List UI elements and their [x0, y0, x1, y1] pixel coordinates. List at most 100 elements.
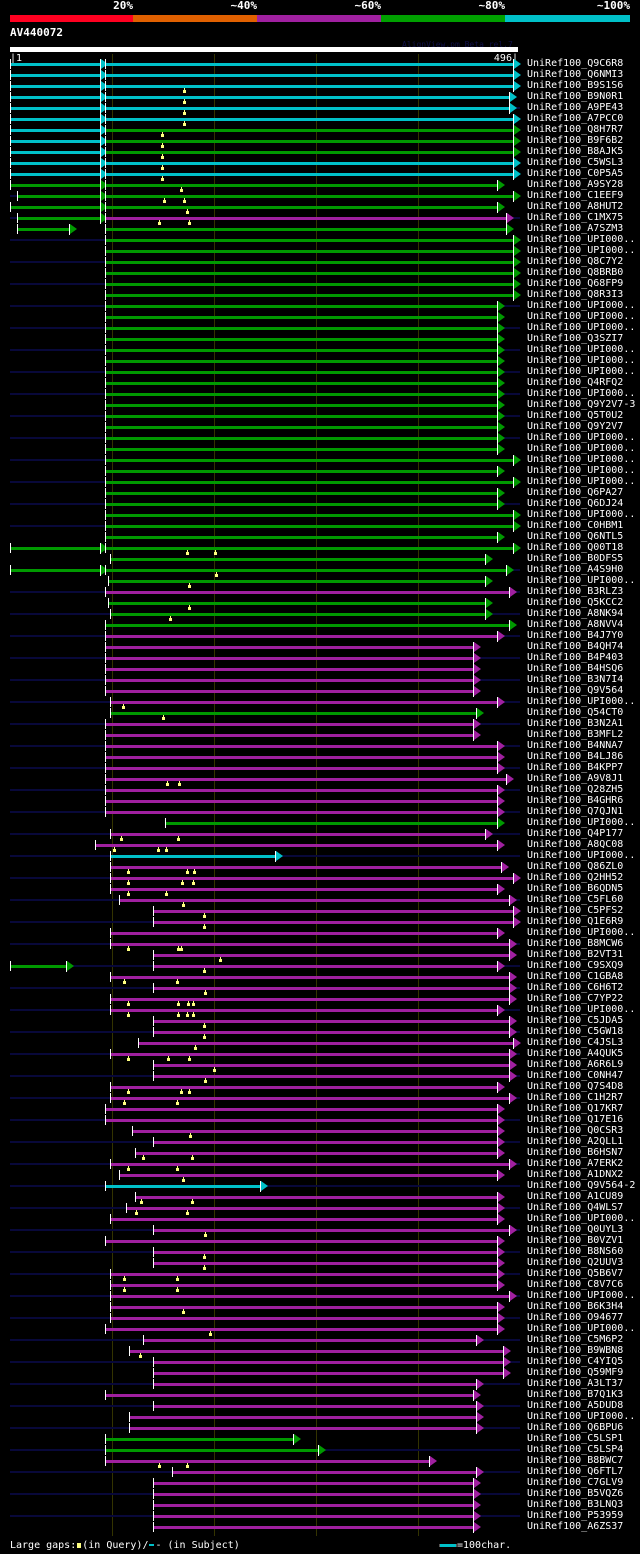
subject-label[interactable]: UniRef100_UPI000.. — [527, 454, 636, 465]
subject-label[interactable]: UniRef100_UPI000.. — [527, 1290, 636, 1301]
subject-label[interactable]: UniRef100_C4YIQ5 — [527, 1356, 624, 1367]
subject-label[interactable]: UniRef100_B4LJ86 — [527, 751, 624, 762]
subject-label[interactable]: UniRef100_B3MFL2 — [527, 729, 624, 740]
subject-label[interactable]: UniRef100_A9SY28 — [527, 179, 624, 190]
subject-label[interactable]: UniRef100_UPI000.. — [527, 234, 636, 245]
subject-label[interactable]: UniRef100_Q6FTL7 — [527, 1466, 624, 1477]
subject-label[interactable]: UniRef100_Q2UUV3 — [527, 1257, 624, 1268]
subject-label[interactable]: UniRef100_C5WSL3 — [527, 157, 624, 168]
subject-label[interactable]: UniRef100_UPI000.. — [527, 311, 636, 322]
subject-label[interactable]: UniRef100_C5M6P2 — [527, 1334, 624, 1345]
subject-label[interactable]: UniRef100_B6HSN7 — [527, 1147, 624, 1158]
subject-label[interactable]: UniRef100_B4P403 — [527, 652, 624, 663]
subject-label[interactable]: UniRef100_Q2HH52 — [527, 872, 624, 883]
subject-label[interactable]: UniRef100_C0NH47 — [527, 1070, 624, 1081]
subject-label[interactable]: UniRef100_Q0UYL3 — [527, 1224, 624, 1235]
subject-label[interactable]: UniRef100_Q9C6R8 — [527, 58, 624, 69]
subject-label[interactable]: UniRef100_B2VT31 — [527, 949, 624, 960]
subject-label[interactable]: UniRef100_Q9V564 — [527, 685, 624, 696]
subject-label[interactable]: UniRef100_A8HUT2 — [527, 201, 624, 212]
subject-label[interactable]: UniRef100_UPI000.. — [527, 1213, 636, 1224]
subject-label[interactable]: UniRef100_C1GBA8 — [527, 971, 624, 982]
subject-label[interactable]: UniRef100_B4QH74 — [527, 641, 624, 652]
subject-label[interactable]: UniRef100_Q1E6R9 — [527, 916, 624, 927]
subject-label[interactable]: UniRef100_Q4P177 — [527, 828, 624, 839]
subject-label[interactable]: UniRef100_C5JDA5 — [527, 1015, 624, 1026]
subject-label[interactable]: UniRef100_A3LT37 — [527, 1378, 624, 1389]
subject-label[interactable]: UniRef100_UPI000.. — [527, 465, 636, 476]
subject-label[interactable]: UniRef100_C7YP22 — [527, 993, 624, 1004]
subject-label[interactable]: UniRef100_B4NNA7 — [527, 740, 624, 751]
subject-label[interactable]: UniRef100_A9V8J1 — [527, 773, 624, 784]
subject-label[interactable]: UniRef100_Q4WLS7 — [527, 1202, 624, 1213]
subject-label[interactable]: UniRef100_B8MCW6 — [527, 938, 624, 949]
subject-label[interactable]: UniRef100_Q0CSR3 — [527, 1125, 624, 1136]
subject-label[interactable]: UniRef100_B0DFS5 — [527, 553, 624, 564]
subject-label[interactable]: UniRef100_Q59MF9 — [527, 1367, 624, 1378]
subject-label[interactable]: UniRef100_UPI000.. — [527, 817, 636, 828]
subject-label[interactable]: UniRef100_UPI000.. — [527, 476, 636, 487]
subject-label[interactable]: UniRef100_A4S9H0 — [527, 564, 624, 575]
subject-label[interactable]: UniRef100_Q6BPU6 — [527, 1422, 624, 1433]
subject-label[interactable]: UniRef100_Q5B6V7 — [527, 1268, 624, 1279]
subject-label[interactable]: UniRef100_Q9V564-2 — [527, 1180, 636, 1191]
subject-label[interactable]: UniRef100_A5DUD8 — [527, 1400, 624, 1411]
subject-label[interactable]: UniRef100_Q6DJ24 — [527, 498, 624, 509]
subject-label[interactable]: UniRef100_C6H6T2 — [527, 982, 624, 993]
subject-label[interactable]: UniRef100_B8NS60 — [527, 1246, 624, 1257]
subject-label[interactable]: UniRef100_Q17E16 — [527, 1114, 624, 1125]
subject-label[interactable]: UniRef100_Q7S4D8 — [527, 1081, 624, 1092]
subject-label[interactable]: UniRef100_B3N7I4 — [527, 674, 624, 685]
subject-label[interactable]: UniRef100_Q6PA27 — [527, 487, 624, 498]
subject-label[interactable]: UniRef100_A8NK94 — [527, 608, 624, 619]
subject-label[interactable]: UniRef100_A6R6L9 — [527, 1059, 624, 1070]
subject-label[interactable]: UniRef100_B4HSQ6 — [527, 663, 624, 674]
subject-label[interactable]: UniRef100_B9F6B2 — [527, 135, 624, 146]
subject-label[interactable]: UniRef100_UPI000.. — [527, 850, 636, 861]
subject-label[interactable]: UniRef100_UPI000.. — [527, 366, 636, 377]
subject-label[interactable]: UniRef100_UPI000.. — [527, 696, 636, 707]
subject-label[interactable]: UniRef100_B4KPP7 — [527, 762, 624, 773]
subject-label[interactable]: UniRef100_C7GLV9 — [527, 1477, 624, 1488]
subject-label[interactable]: UniRef100_B8AJK5 — [527, 146, 624, 157]
subject-label[interactable]: UniRef100_UPI000.. — [527, 344, 636, 355]
subject-label[interactable]: UniRef100_B7Q1K3 — [527, 1389, 624, 1400]
subject-label[interactable]: UniRef100_A7PCC0 — [527, 113, 624, 124]
subject-label[interactable]: UniRef100_C1EEF9 — [527, 190, 624, 201]
subject-label[interactable]: UniRef100_C5LSP1 — [527, 1433, 624, 1444]
subject-label[interactable]: UniRef100_Q28ZH5 — [527, 784, 624, 795]
subject-label[interactable]: UniRef100_C5PFS2 — [527, 905, 624, 916]
subject-label[interactable]: UniRef100_UPI000.. — [527, 1004, 636, 1015]
subject-label[interactable]: UniRef100_Q3SZI7 — [527, 333, 624, 344]
subject-label[interactable]: UniRef100_B6QDN5 — [527, 883, 624, 894]
subject-label[interactable]: UniRef100_Q17KR7 — [527, 1103, 624, 1114]
subject-label[interactable]: UniRef100_Q7QJN1 — [527, 806, 624, 817]
subject-label[interactable]: UniRef100_UPI000.. — [527, 355, 636, 366]
subject-label[interactable]: UniRef100_B9N0R1 — [527, 91, 624, 102]
subject-label[interactable]: UniRef100_C8V7C6 — [527, 1279, 624, 1290]
subject-label[interactable]: UniRef100_A6ZS37 — [527, 1521, 624, 1532]
subject-label[interactable]: UniRef100_UPI000.. — [527, 927, 636, 938]
subject-label[interactable]: UniRef100_Q8C7Y2 — [527, 256, 624, 267]
subject-label[interactable]: UniRef100_C0P5A5 — [527, 168, 624, 179]
subject-label[interactable]: UniRef100_C9SXQ9 — [527, 960, 624, 971]
subject-label[interactable]: UniRef100_A2QLL1 — [527, 1136, 624, 1147]
subject-label[interactable]: UniRef100_UPI000.. — [527, 509, 636, 520]
subject-label[interactable]: UniRef100_P53959 — [527, 1510, 624, 1521]
subject-label[interactable]: UniRef100_A9PE43 — [527, 102, 624, 113]
subject-label[interactable]: UniRef100_B6K3H4 — [527, 1301, 624, 1312]
subject-label[interactable]: UniRef100_B9WBN8 — [527, 1345, 624, 1356]
subject-label[interactable]: UniRef100_B0VZV1 — [527, 1235, 624, 1246]
subject-label[interactable]: UniRef100_Q86ZL0 — [527, 861, 624, 872]
subject-label[interactable]: UniRef100_B3RLZ3 — [527, 586, 624, 597]
subject-label[interactable]: UniRef100_C5FL60 — [527, 894, 624, 905]
subject-label[interactable]: UniRef100_C0HBM1 — [527, 520, 624, 531]
subject-label[interactable]: UniRef100_UPI000.. — [527, 443, 636, 454]
subject-label[interactable]: UniRef100_O94677 — [527, 1312, 624, 1323]
subject-label[interactable]: UniRef100_UPI000.. — [527, 575, 636, 586]
subject-label[interactable]: UniRef100_A7ERK2 — [527, 1158, 624, 1169]
subject-label[interactable]: UniRef100_UPI000.. — [527, 245, 636, 256]
subject-label[interactable]: UniRef100_B4J7Y0 — [527, 630, 624, 641]
subject-label[interactable]: UniRef100_B3N2A1 — [527, 718, 624, 729]
subject-label[interactable]: UniRef100_UPI000.. — [527, 322, 636, 333]
